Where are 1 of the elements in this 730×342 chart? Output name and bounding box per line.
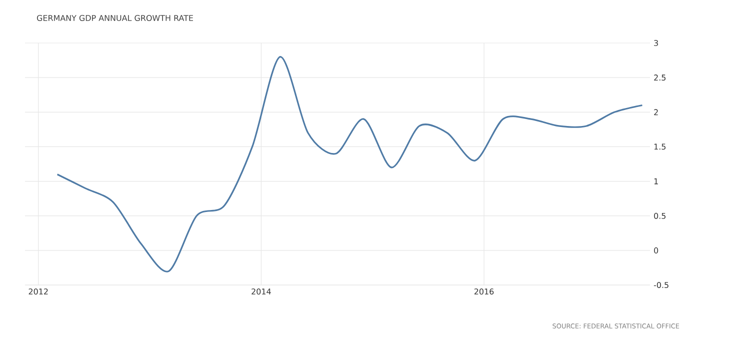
line-series xyxy=(56,56,644,272)
